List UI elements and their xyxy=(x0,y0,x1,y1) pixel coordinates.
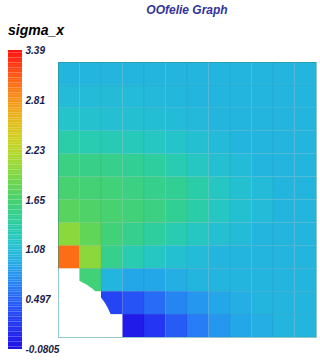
svg-text:0.497: 0.497 xyxy=(26,294,51,305)
svg-text:1.65: 1.65 xyxy=(26,195,46,206)
svg-text:-0.0805: -0.0805 xyxy=(26,344,60,355)
svg-text:3.39: 3.39 xyxy=(26,45,46,56)
svg-text:2.23: 2.23 xyxy=(25,145,46,156)
html-text:OOfelie Graph: OOfelie Graph xyxy=(146,3,228,17)
svg-text:2.81: 2.81 xyxy=(25,95,46,106)
html-text:sigma_x: sigma_x xyxy=(8,22,64,38)
svg-text:1.08: 1.08 xyxy=(26,244,46,255)
